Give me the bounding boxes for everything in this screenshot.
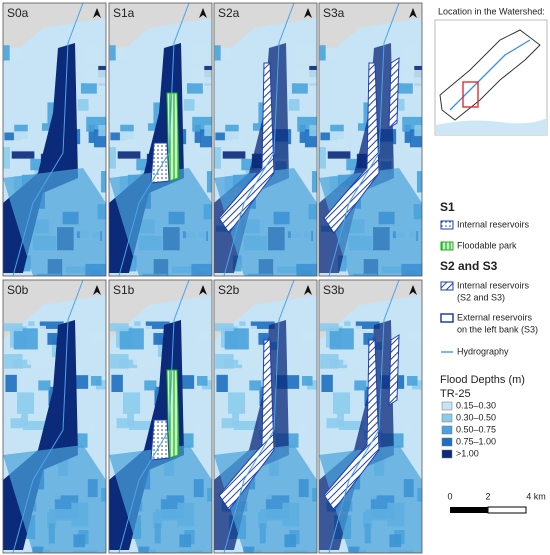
legend-label: 0.50–0.75 <box>456 424 496 434</box>
inset-map <box>434 19 548 136</box>
legend-heading: S2 and S3 <box>440 259 498 273</box>
panel-label: S0b <box>7 283 29 297</box>
map-panel: S0b <box>2 279 107 554</box>
legend-label: External reservoirs <box>457 312 533 322</box>
legend-label: 0.15–0.30 <box>456 400 496 410</box>
map-panel: S0a <box>2 2 107 277</box>
map-panel: S1b <box>108 279 213 554</box>
panel-label: S1b <box>113 283 135 297</box>
panel-label: S2a <box>218 6 240 20</box>
map-panel: S3a <box>318 2 423 277</box>
legend-label: Floodable park <box>457 240 517 250</box>
panel-label: S3b <box>323 283 345 297</box>
legend-label: 0.75–1.00 <box>456 436 496 446</box>
map-panel: S1a <box>108 2 213 277</box>
legend-swatch <box>441 437 453 447</box>
panel-label: S3a <box>323 6 345 20</box>
legend-swatch <box>441 401 453 411</box>
map-panel: S2b <box>213 279 318 554</box>
legend-label: Hydrography <box>457 346 509 356</box>
map-panel: S2a <box>213 2 318 277</box>
legend: S1 S2 and S3 Internal reservoirs Floodable … <box>440 200 538 458</box>
panel-label: S1a <box>113 6 135 20</box>
panel-label: S2b <box>218 283 240 297</box>
legend-label: on the left bank (S3) <box>457 324 538 334</box>
panel-label: S0a <box>7 6 29 20</box>
scale-bar: 0 2 4 km <box>447 491 546 514</box>
scale-label: 4 km <box>526 491 546 501</box>
legend-label: Internal reservoirs <box>457 280 530 290</box>
legend-swatch <box>441 425 453 435</box>
map-panel: S3b <box>318 279 423 554</box>
legend-label: (S2 and S3) <box>457 292 505 302</box>
legend-label: >1.00 <box>456 448 479 458</box>
inset-title: Location in the Watershed: <box>438 6 545 16</box>
legend-title: Flood Depths (m) <box>440 374 525 386</box>
legend-label: Internal reservoirs <box>457 219 530 229</box>
legend-subtitle: TR-25 <box>440 388 471 400</box>
map-panels: S0a S1a S2a S3a S0b S1b S2b S3b <box>2 2 423 554</box>
legend-heading: S1 <box>440 200 455 214</box>
legend-swatch <box>441 413 453 423</box>
scale-label: 0 <box>447 491 452 501</box>
legend-label: 0.30–0.50 <box>456 412 496 422</box>
scale-label: 2 <box>485 491 490 501</box>
legend-swatch <box>441 449 453 459</box>
